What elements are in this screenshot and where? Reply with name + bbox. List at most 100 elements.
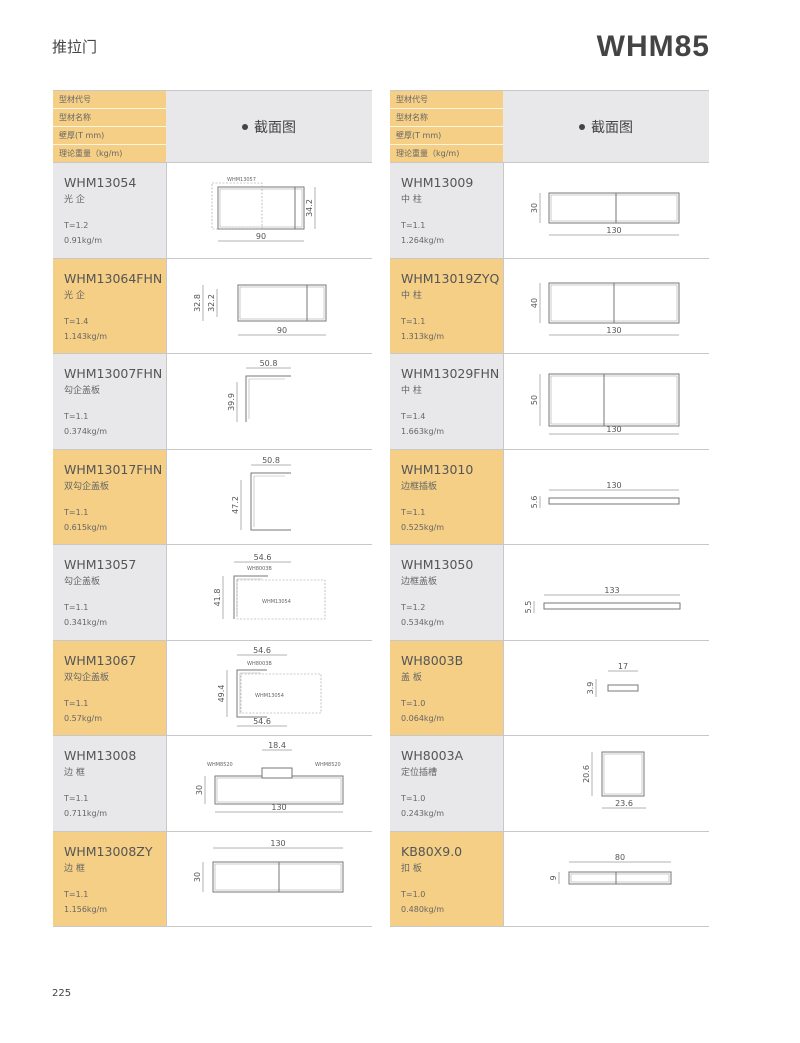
dimension-label: 130 (606, 326, 621, 335)
profile-info: WHM13017FHN 双勾企盖板 T=1.1 0.615kg/m (53, 449, 166, 544)
profile-inner-outline (239, 286, 325, 319)
profile-info: WHM13008ZY 边 框 T=1.1 1.156kg/m (53, 831, 166, 926)
profile-name: 勾企盖板 (64, 386, 101, 396)
profile-code: WH8003A (401, 748, 464, 763)
profile-row: WHM13009 中 柱 T=1.1 1.264kg/m 130 30 (390, 163, 709, 259)
part-callout: WHM13054 (255, 693, 284, 699)
dimension-label: 20.6 (582, 765, 591, 783)
profile-table-left: 型材代号 型材名称 壁厚(T mm) 理论重量（kg/m) 截面图 WHM13054 光 企… (53, 90, 372, 927)
profile-outline (548, 373, 680, 427)
dimension-label: 49.4 (217, 684, 226, 702)
profile-code: WHM13008 (64, 748, 137, 763)
bullet-icon (242, 123, 248, 130)
dimension-label: 30 (193, 871, 202, 881)
profile-thickness: T=1.1 (64, 603, 89, 612)
profile-code: WHM13054 (64, 175, 137, 190)
profile-info: WHM13064FHN 光 企 T=1.4 1.143kg/m (53, 258, 166, 353)
profile-outline (217, 186, 305, 230)
profile-weight: 1.264kg/m (401, 236, 445, 245)
profile-row: WHM13067 双勾企盖板 T=1.1 0.57kg/m 54.6 49.4 54.6 WH… (53, 640, 372, 736)
profile-table-right: 型材代号 型材名称 壁厚(T mm) 理论重量（kg/m) 截面图 WHM13009 中 柱… (390, 90, 709, 927)
dimension-label: 130 (271, 803, 286, 812)
profile-drawing: 130 5.6 (530, 481, 680, 508)
cross-section-drawing: 54.6 49.4 54.6 WH8003B WHM13054 (166, 640, 372, 735)
profile-weight: 0.91kg/m (64, 236, 103, 245)
header-label-weight: 理论重量（kg/m) (59, 149, 123, 158)
profile-inner-outline (214, 863, 342, 890)
section-title-text: 截面图 (254, 119, 296, 136)
profile-row: WHM13019ZYQ 中 柱 T=1.1 1.313kg/m 130 40 (390, 258, 709, 354)
profile-drawing: 23.6 20.6 (582, 751, 646, 809)
profile-code: WHM13010 (401, 461, 474, 477)
profile-outline (245, 375, 291, 422)
header-label-code: 型材代号 (390, 91, 503, 109)
dimension-label: 130 (270, 839, 285, 848)
part-callout: WH8003B (247, 661, 272, 667)
profile-thickness: T=1.1 (401, 316, 426, 326)
dimension-label: 9 (549, 875, 558, 880)
cross-section-drawing: 23.6 20.6 (503, 736, 709, 831)
reference-profile-outline (240, 673, 322, 713)
cross-section-drawing: 130 40 (503, 258, 709, 353)
profile-drawing: 50.8 39.9 (227, 359, 291, 422)
profile-code: WHM13050 (401, 557, 474, 572)
cross-section-drawing: 130 50 (503, 354, 709, 449)
reference-profile-outline (236, 579, 326, 620)
cross-section-drawing: 130 30 (166, 831, 372, 926)
profile-weight: 1.663kg/m (401, 427, 445, 436)
profile-row: WHM13017FHN 双勾企盖板 T=1.1 0.615kg/m 50.8 47.2 (53, 449, 372, 545)
profile-inner-outline (603, 753, 643, 795)
dimension-label: 30 (530, 203, 539, 213)
profile-name: 中 柱 (401, 195, 422, 205)
profile-weight: 0.341kg/m (64, 618, 108, 627)
profile-name: 扣 板 (401, 863, 422, 874)
profile-outline (548, 497, 680, 504)
profile-weight: 0.374kg/m (64, 427, 108, 436)
profile-info: WHM13010 边框插板 T=1.1 0.525kg/m (390, 449, 503, 544)
profile-inner-outline (219, 188, 303, 228)
part-callout: WHM8520 (207, 762, 233, 768)
profile-drawing: 54.6 41.8 WH8003B WHM13054 (213, 553, 326, 620)
profile-drawing: 80 9 (549, 853, 672, 884)
profile-thickness: T=1.1 (401, 221, 426, 230)
profile-thickness: T=1.1 (401, 507, 426, 517)
dimension-label: 130 (606, 481, 621, 490)
dimension-label: 130 (606, 226, 621, 235)
profile-weight: 1.156kg/m (64, 904, 108, 914)
profile-inner-outline (550, 375, 678, 425)
profile-row: KB80X9.0 扣 板 T=1.0 0.480kg/m 80 9 (390, 831, 709, 927)
profile-outline (233, 575, 268, 619)
profile-outline (607, 684, 639, 691)
profile-thickness: T=1.1 (64, 412, 89, 421)
table-header: 型材代号 型材名称 壁厚(T mm) 理论重量（kg/m) 截面图 (390, 91, 709, 163)
profile-thickness: T=1.1 (64, 794, 89, 803)
profile-info: WHM13007FHN 勾企盖板 T=1.1 0.374kg/m (53, 354, 166, 449)
section-title: 截面图 (503, 91, 709, 162)
profile-info: WHM13029FHN 中 柱 T=1.4 1.663kg/m (390, 354, 503, 449)
cross-section-drawing: 17 3.9 (503, 640, 709, 735)
profile-name: 双勾企盖板 (64, 481, 110, 492)
profile-row: WHM13054 光 企 T=1.2 0.91kg/m 90 34.2 WHM13057 (53, 163, 372, 259)
profile-drawing: 54.6 49.4 54.6 WH8003B WHM13054 (217, 646, 322, 726)
dimension-label: 34.2 (305, 199, 314, 217)
profile-row: WHM13008 边 框 T=1.1 0.711kg/m 130 30 18.4 WHM852… (53, 736, 372, 832)
cross-section-drawing: 130 30 (503, 163, 709, 258)
profile-name: 边框盖板 (401, 577, 438, 587)
cross-section-drawing: 133 5.5 (503, 545, 709, 640)
profile-thickness: T=1.0 (401, 889, 426, 899)
header-label-name: 型材名称 (53, 109, 166, 127)
profile-name: 勾企盖板 (64, 577, 101, 587)
profile-outline (568, 871, 672, 884)
dimension-label: 54.6 (253, 646, 271, 655)
profile-name: 边 框 (64, 863, 85, 874)
header-label-weight: 理论重量（kg/m) (396, 149, 460, 158)
profile-thickness: T=1.1 (64, 698, 89, 708)
section-title-text: 截面图 (591, 119, 633, 136)
profile-info: WHM13057 勾企盖板 T=1.1 0.341kg/m (53, 545, 166, 640)
profile-info: WHM13008 边 框 T=1.1 0.711kg/m (53, 736, 166, 831)
header-label-thickness: 壁厚(T mm) (53, 127, 166, 145)
dimension-label: 5.5 (524, 601, 533, 614)
profile-name: 边框插板 (401, 481, 438, 492)
profile-info: WHM13019ZYQ 中 柱 T=1.1 1.313kg/m (390, 258, 503, 353)
profile-code: WHM13009 (401, 175, 474, 190)
